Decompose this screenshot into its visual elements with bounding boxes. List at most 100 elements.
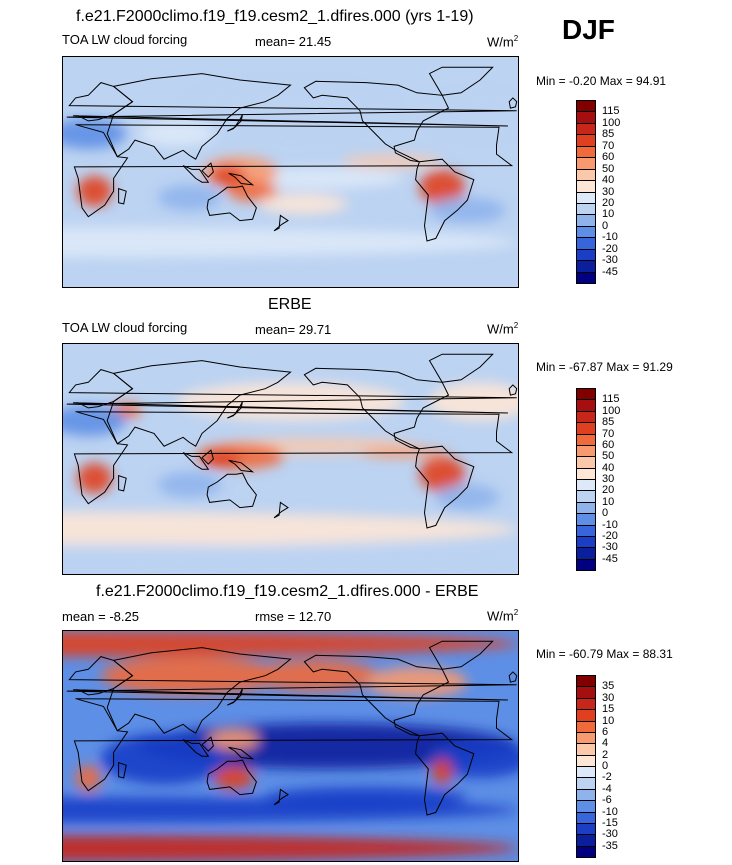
map-contour-region <box>208 729 259 750</box>
colorbar-tick-label: 15 <box>602 703 615 716</box>
colorbar-tick-label: 85 <box>602 128 615 141</box>
panel-1-units-exp: 2 <box>513 34 519 43</box>
colorbar-tick-label: 40 <box>602 174 615 187</box>
map-contour-region <box>265 786 468 808</box>
coastline <box>228 172 255 186</box>
colorbar-tick-label: -45 <box>602 552 618 565</box>
coastline <box>182 739 210 757</box>
coastline <box>118 474 127 492</box>
map-contour-region <box>432 758 453 785</box>
colorbar-tick-label: 10 <box>602 495 615 508</box>
coastline <box>508 384 518 396</box>
map-contour-region <box>63 835 518 861</box>
coastline <box>227 688 243 706</box>
coastline <box>303 367 450 450</box>
colorbar-tick-label: 60 <box>602 151 615 164</box>
map-contour-region <box>258 193 348 215</box>
panel-2-mean-value: 29.71 <box>298 322 332 337</box>
map-contour-region <box>157 184 221 211</box>
panel-3-rmse: rmse = 12.70 <box>255 609 331 624</box>
coastline <box>201 449 214 465</box>
panel-3-mean-label: mean = -8.25 <box>62 609 139 624</box>
panel-3-colorbar: 35 30 15 10 6 4 2 0 -2 -4 -6 -10 -15 -30 -35 <box>576 675 618 858</box>
colorbar-tick-label: 35 <box>602 680 615 693</box>
coastline <box>182 452 210 470</box>
map-contour-region <box>227 180 278 202</box>
colorbar-tick-label: -10 <box>602 518 618 531</box>
colorbar-tick-label: 115 <box>602 393 620 406</box>
panel-2-colorbar: 115 100 85 70 60 50 40 30 20 10 0 -10 -20 -30 -45 <box>576 388 620 571</box>
panel-2-variable-label: TOA LW cloud forcing <box>62 320 188 335</box>
panel-1-units: W/m2 <box>487 34 518 49</box>
colorbar-tick-label: 10 <box>602 208 615 221</box>
coastline <box>273 788 289 806</box>
colorbar-tick-label: 100 <box>602 404 621 417</box>
colorbar-tick-label: 0 <box>602 760 609 772</box>
map-field <box>63 631 518 861</box>
coastline <box>415 158 475 242</box>
coastline <box>73 698 514 792</box>
map-contour-region <box>63 226 518 258</box>
panel-3-map <box>62 630 519 862</box>
map-contour-region <box>157 471 221 498</box>
colorbar-tick-label: 20 <box>602 484 615 497</box>
map-contour-region <box>366 666 468 698</box>
map-contour-region <box>76 175 113 207</box>
colorbar-tick-label: 0 <box>602 507 609 520</box>
coastline <box>415 445 475 529</box>
coastline <box>206 185 257 222</box>
coastline <box>228 746 255 760</box>
map-contour-region <box>76 462 113 494</box>
colorbar-tick-label: 50 <box>602 162 615 175</box>
colorbar-tick-label: 20 <box>602 196 615 209</box>
panel-1-map-svg <box>63 57 518 287</box>
colorbar-tick-label: -15 <box>602 816 618 829</box>
panel-1-variable-label: TOA LW cloud forcing <box>62 32 188 47</box>
coastline <box>227 114 243 132</box>
colorbar-tick-label: 115 <box>602 105 620 118</box>
coastline <box>508 671 518 683</box>
panel-2-map <box>62 343 519 575</box>
map-contour-region <box>100 656 278 695</box>
map-contour-region <box>419 169 465 206</box>
colorbar-tick-label: -45 <box>602 265 618 278</box>
panel-1-units-text: W/m <box>487 34 514 50</box>
map-contour-region <box>252 660 379 692</box>
colorbar-tick-label: 6 <box>602 725 609 738</box>
panel-3-rmse-value: 12.70 <box>298 609 332 624</box>
map-contour-region <box>176 382 405 421</box>
panel-2-map-svg <box>63 344 518 574</box>
coastline <box>201 162 214 178</box>
map-contour-region <box>138 120 215 147</box>
colorbar-tick-label: 40 <box>602 461 615 474</box>
colorbar-tick-label: 30 <box>602 691 615 704</box>
panel-2-units: W/m2 <box>487 321 518 336</box>
colorbar-tick-label: 70 <box>602 139 615 152</box>
season-label: DJF <box>562 14 615 45</box>
coastline <box>106 360 292 447</box>
map-contour-region <box>75 765 101 791</box>
coastline <box>106 73 292 160</box>
panel-2-units-text: W/m <box>487 321 514 337</box>
colorbar-swatch <box>576 558 596 571</box>
panel-2-mean: mean= 29.71 <box>255 322 331 337</box>
coastline <box>415 732 475 816</box>
coastline <box>273 501 289 519</box>
colorbar-tick-label: 30 <box>602 185 615 198</box>
panel-2-minmax: Min = -67.87 Max = 91.29 <box>536 360 673 374</box>
panel-2-mean-label: mean= <box>255 322 296 337</box>
coastlines <box>66 66 518 242</box>
map-contour-region <box>429 197 506 224</box>
coastline <box>182 165 210 183</box>
panel-3-units-text: W/m <box>487 608 514 624</box>
colorbar-tick-label: -10 <box>602 231 618 244</box>
coastline <box>228 459 255 473</box>
panel-2-title: ERBE <box>268 296 312 313</box>
colorbar-tick-label: -30 <box>602 254 618 267</box>
map-contour-region <box>63 544 518 566</box>
panel-3-minmax: Min = -60.79 Max = 88.31 <box>536 647 673 661</box>
panel-1-colorbar: 115 100 85 70 60 50 40 30 20 10 0 -10 -20 -30 -45 <box>576 100 620 284</box>
colorbar-tick-label: 30 <box>602 473 615 485</box>
panel-1-title: f.e21.F2000climo.f19_f19.cesm2_1.dfires.… <box>76 8 474 25</box>
map-contour-region <box>419 456 465 493</box>
